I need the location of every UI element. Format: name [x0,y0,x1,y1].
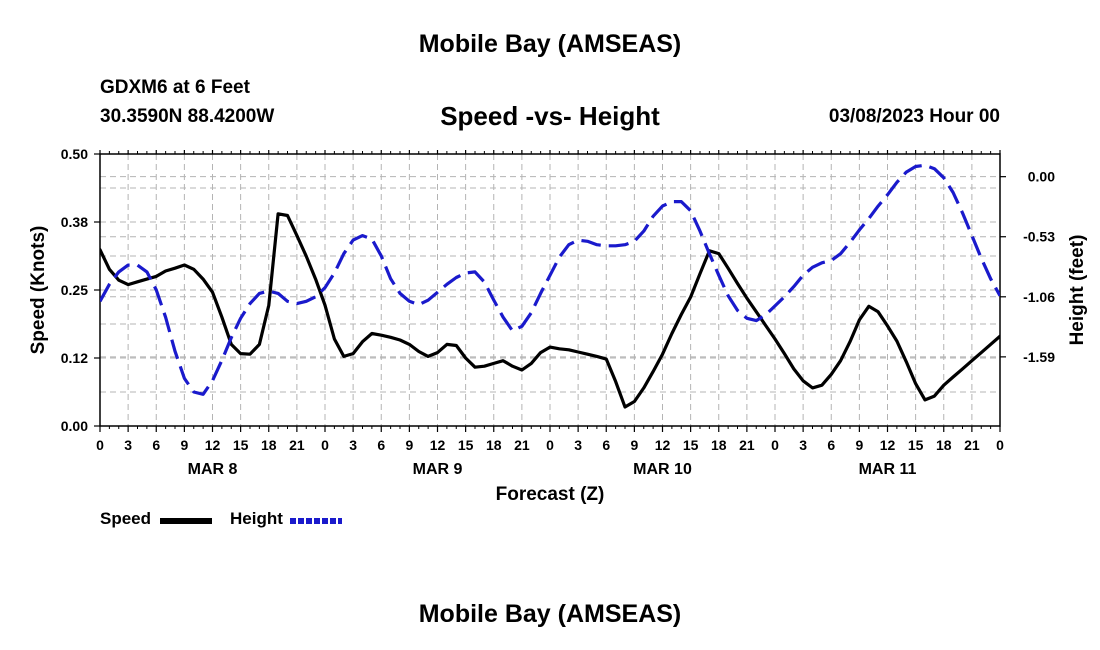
x-tick-label: 0 [96,437,104,453]
station-coordinates: 30.3590N 88.4200W [100,106,275,127]
x-day-label: MAR 9 [413,461,463,478]
x-tick-label: 9 [855,437,863,453]
y-left-tick-label: 0.50 [61,146,88,162]
series-line-speed [100,212,1000,409]
x-tick-label: 3 [124,437,132,453]
legend-height-label: Height [230,509,283,528]
chart-subtitle: Speed -vs- Height [440,101,660,131]
x-tick-label: 15 [233,437,249,453]
x-tick-label: 18 [261,437,277,453]
footer-title: Mobile Bay (AMSEAS) [418,600,682,628]
x-tick-label: 15 [908,437,924,453]
x-tick-label: 3 [799,437,807,453]
x-tick-label: 0 [546,437,554,453]
x-tick-label: 12 [880,437,896,453]
x-tick-label: 0 [771,437,779,453]
y-left-tick-label: 0.38 [61,214,88,230]
x-tick-label: 12 [430,437,446,453]
series-line-height [100,163,1000,396]
y-right-tick-label: -1.59 [1023,349,1055,365]
station-name: GDXM6 at 6 Feet [100,77,250,98]
x-tick-label: 3 [574,437,582,453]
x-tick-label: 6 [827,437,835,453]
y-left-tick-label: 0.00 [61,418,88,434]
x-tick-label: 12 [655,437,671,453]
y-right-tick-label: -1.06 [1023,289,1055,305]
x-tick-label: 9 [630,437,638,453]
y-left-axis-label: Speed (Knots) [28,226,49,355]
x-tick-label: 9 [180,437,188,453]
x-tick-label: 15 [683,437,699,453]
x-day-label: MAR 10 [633,461,692,478]
y-right-tick-label: 0.00 [1028,169,1055,185]
x-tick-label: 0 [996,437,1004,453]
y-right-tick-label: -0.53 [1023,229,1055,245]
x-tick-label: 21 [964,437,980,453]
y-left-tick-label: 0.25 [61,282,88,298]
legend-speed-label: Speed [100,509,152,528]
x-tick-label: 18 [711,437,727,453]
x-tick-label: 12 [205,437,221,453]
y-left-tick-label: 0.12 [61,350,88,366]
x-day-label: MAR 8 [188,461,238,478]
x-tick-label: 9 [405,437,413,453]
x-tick-label: 21 [739,437,755,453]
forecast-run-time: 03/08/2023 Hour 00 [828,106,1000,127]
x-tick-label: 18 [486,437,502,453]
x-tick-label: 6 [377,437,385,453]
x-tick-label: 21 [289,437,305,453]
x-day-label: MAR 11 [859,461,917,478]
x-tick-label: 3 [349,437,357,453]
x-tick-label: 6 [152,437,160,453]
chart-main-title: Mobile Bay (AMSEAS) [418,30,682,58]
y-right-axis-label: Height (feet) [1067,235,1088,346]
x-tick-label: 18 [936,437,952,453]
x-tick-label: 0 [321,437,329,453]
x-tick-label: 6 [602,437,610,453]
x-tick-label: 15 [458,437,474,453]
x-axis-label: Forecast (Z) [496,484,605,505]
x-tick-label: 21 [514,437,530,453]
